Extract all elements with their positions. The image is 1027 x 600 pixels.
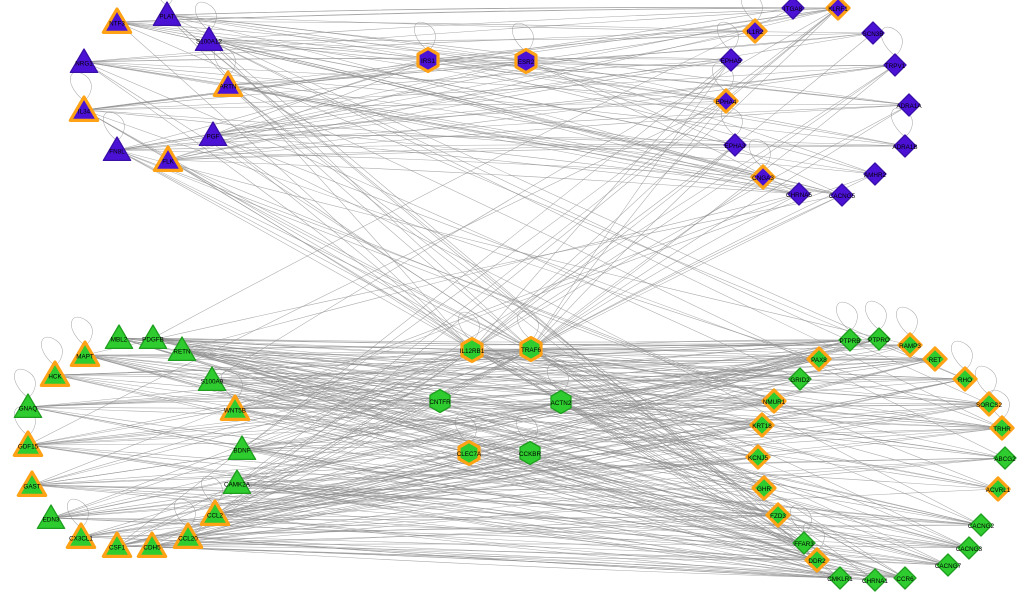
svg-text:BDNF: BDNF [233,448,250,455]
svg-text:MAPT: MAPT [76,354,94,361]
svg-text:CCR6: CCR6 [896,576,914,583]
svg-text:RHO: RHO [958,377,972,384]
svg-text:ITGA8: ITGA8 [784,6,803,13]
svg-text:PDGFB: PDGFB [142,337,164,344]
svg-text:NTF3: NTF3 [109,21,125,28]
svg-text:IL12RB1: IL12RB1 [460,348,485,355]
svg-text:FN8L: FN8L [109,149,125,156]
svg-text:CSF1: CSF1 [109,545,126,552]
svg-text:PAX8: PAX8 [811,357,827,364]
svg-text:IRS1: IRS1 [421,58,435,65]
svg-text:ESR2: ESR2 [518,59,535,66]
svg-text:HCK: HCK [48,374,62,381]
svg-text:FFAR3: FFAR3 [794,541,814,548]
svg-text:CLEC7A: CLEC7A [457,451,482,458]
svg-text:EPHA3: EPHA3 [725,143,746,150]
svg-text:CCL20: CCL20 [178,536,198,543]
svg-text:FZD3: FZD3 [770,513,786,520]
svg-text:TRAF6: TRAF6 [521,347,541,354]
svg-text:ADRA1A: ADRA1A [896,103,922,110]
svg-text:AMHR2: AMHR2 [864,172,887,179]
svg-text:CX3CL1: CX3CL1 [69,536,93,543]
svg-text:CAMK2A: CAMK2A [224,482,251,489]
svg-text:RETN: RETN [173,349,191,356]
svg-text:RET: RET [929,357,942,364]
svg-text:DDR2: DDR2 [808,558,826,565]
svg-text:TRPV1: TRPV1 [885,63,906,70]
svg-text:CCL2: CCL2 [207,513,224,520]
svg-text:GDF15: GDF15 [18,444,39,451]
svg-text:KLRF1: KLRF1 [828,6,848,13]
svg-text:TRHR: TRHR [993,426,1011,433]
svg-text:PGF: PGF [207,134,220,141]
svg-text:SORCS2: SORCS2 [976,402,1002,409]
svg-text:CCKBR: CCKBR [519,451,541,458]
svg-text:CHRNA5: CHRNA5 [786,192,812,199]
svg-text:PTPRB: PTPRB [840,338,861,345]
svg-text:CNGA3: CNGA3 [752,175,774,182]
svg-text:GAST: GAST [23,484,40,491]
svg-text:EDN3: EDN3 [43,517,60,524]
svg-text:EPHA4: EPHA4 [716,99,737,106]
svg-text:FLK: FLK [162,159,174,166]
svg-text:ARTN: ARTN [219,84,236,91]
svg-text:CNTFR: CNTFR [429,399,451,406]
svg-text:WNT5B: WNT5B [224,408,246,415]
svg-text:PLAT: PLAT [159,14,174,21]
svg-text:CACNG7: CACNG7 [935,563,962,570]
svg-text:RAMP3: RAMP3 [899,343,921,350]
svg-text:EPHA5: EPHA5 [721,58,742,65]
svg-text:S100A12: S100A12 [196,39,222,46]
svg-text:NMUR1: NMUR1 [763,399,786,406]
svg-text:S100A9: S100A9 [201,379,224,386]
svg-text:SCN3B: SCN3B [863,31,884,38]
svg-text:KRT18: KRT18 [752,423,772,430]
svg-text:IL1R2: IL1R2 [747,29,764,36]
svg-text:GNAQ: GNAQ [19,406,38,413]
svg-text:CMKLR1: CMKLR1 [827,576,853,583]
svg-text:ACTN2: ACTN2 [551,400,572,407]
svg-text:PTPRO: PTPRO [868,337,890,344]
svg-text:MBL2: MBL2 [111,337,128,344]
svg-text:CACNG2: CACNG2 [968,523,995,530]
svg-text:CDH5: CDH5 [143,545,161,552]
svg-text:CACNG3: CACNG3 [956,546,983,553]
svg-text:ADRA1B: ADRA1B [892,144,917,151]
svg-text:KCNJ5: KCNJ5 [748,455,768,462]
svg-text:ABCG2: ABCG2 [994,456,1016,463]
svg-text:IL34: IL34 [78,109,91,116]
svg-text:ACVRL1: ACVRL1 [986,487,1011,494]
svg-text:CHRNA1: CHRNA1 [862,578,888,585]
svg-text:GRID2: GRID2 [790,377,810,384]
svg-text:GHR: GHR [757,486,771,493]
svg-text:CACNG5: CACNG5 [829,193,856,200]
svg-text:NRG1: NRG1 [75,61,93,68]
